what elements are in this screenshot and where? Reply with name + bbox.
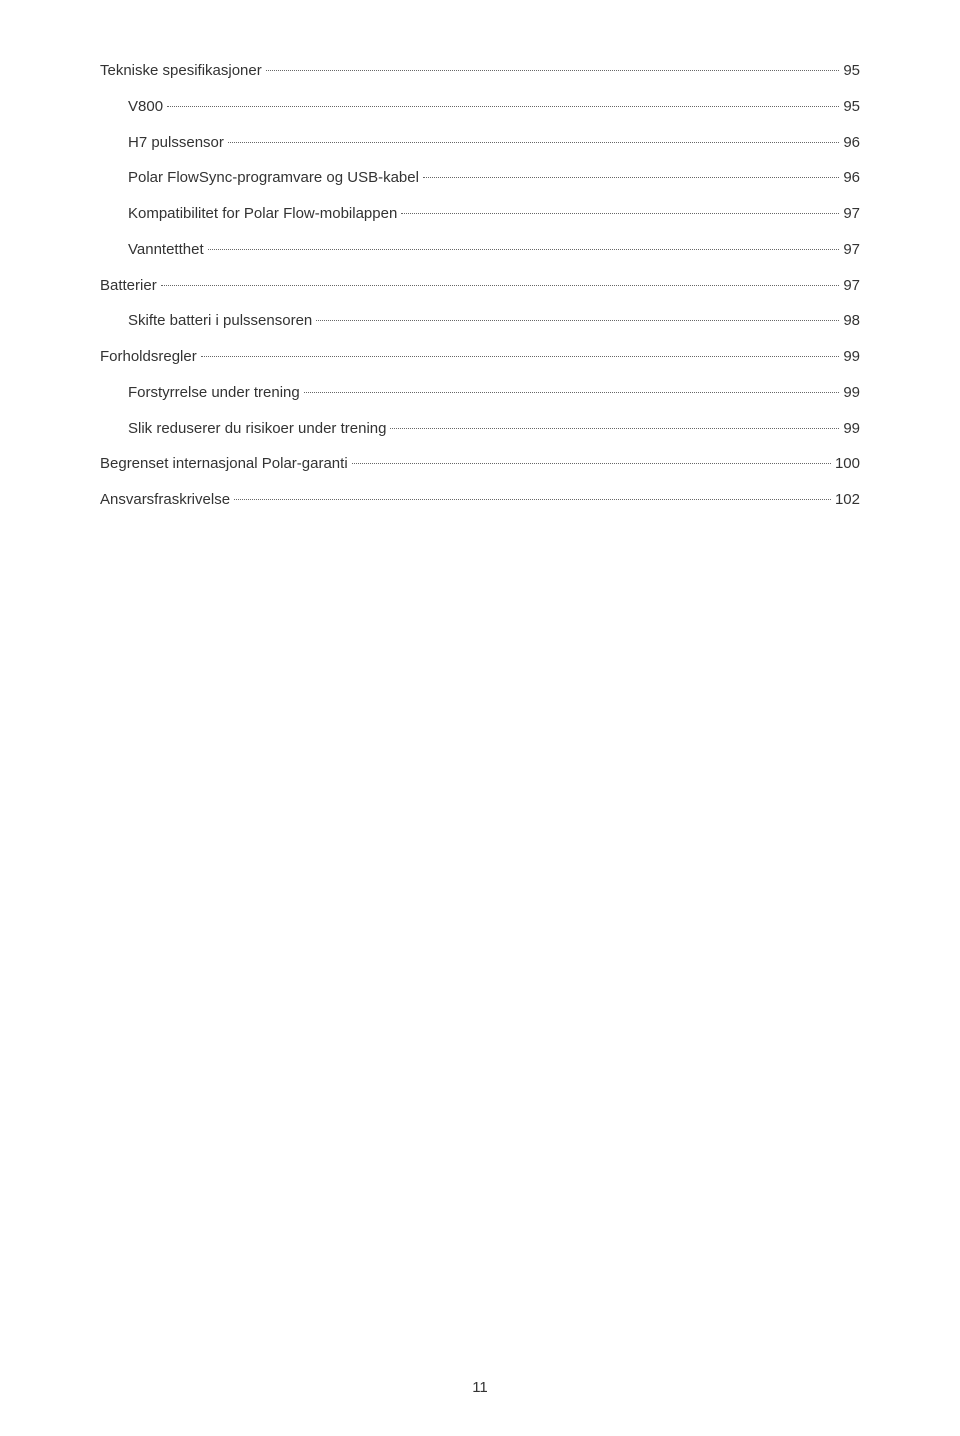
toc-row: Skifte batteri i pulssensoren 98 [100, 310, 860, 332]
page-number: 11 [0, 1379, 960, 1396]
toc-page: 95 [843, 60, 860, 82]
toc-row: Batterier 97 [100, 275, 860, 297]
toc-page: 99 [843, 346, 860, 368]
toc-dots [161, 285, 840, 286]
toc-dots [266, 70, 840, 71]
toc-label: Skifte batteri i pulssensoren [128, 310, 312, 332]
toc-page: 96 [843, 167, 860, 189]
toc-container: Tekniske spesifikasjoner 95 V800 95 H7 pulss… [100, 60, 860, 511]
toc-row: V800 95 [100, 96, 860, 118]
toc-label: H7 pulssensor [128, 132, 224, 154]
toc-label: V800 [128, 96, 163, 118]
toc-row: H7 pulssensor 96 [100, 132, 860, 154]
toc-page: 98 [843, 310, 860, 332]
toc-dots [228, 142, 839, 143]
toc-row: Forstyrrelse under trening 99 [100, 382, 860, 404]
toc-row: Kompatibilitet for Polar Flow-mobilappen… [100, 203, 860, 225]
toc-label: Forstyrrelse under trening [128, 382, 300, 404]
toc-label: Vanntetthet [128, 239, 204, 261]
toc-row: Begrenset internasjonal Polar-garanti 100 [100, 453, 860, 475]
toc-dots [304, 392, 840, 393]
toc-dots [234, 499, 831, 500]
toc-row: Vanntetthet 97 [100, 239, 860, 261]
toc-page: 99 [843, 418, 860, 440]
toc-page: 99 [843, 382, 860, 404]
toc-page: 95 [843, 96, 860, 118]
toc-row: Forholdsregler 99 [100, 346, 860, 368]
toc-label: Batterier [100, 275, 157, 297]
toc-page: 97 [843, 239, 860, 261]
toc-dots [208, 249, 840, 250]
toc-dots [401, 213, 839, 214]
toc-page: 100 [835, 453, 860, 475]
toc-page: 97 [843, 203, 860, 225]
toc-label: Ansvarsfraskrivelse [100, 489, 230, 511]
toc-dots [316, 320, 839, 321]
toc-page: 102 [835, 489, 860, 511]
toc-label: Begrenset internasjonal Polar-garanti [100, 453, 348, 475]
toc-dots [423, 177, 839, 178]
toc-dots [390, 428, 839, 429]
toc-row: Polar FlowSync-programvare og USB-kabel 9… [100, 167, 860, 189]
toc-page: 96 [843, 132, 860, 154]
toc-row: Slik reduserer du risikoer under trening… [100, 418, 860, 440]
toc-label: Kompatibilitet for Polar Flow-mobilappen [128, 203, 397, 225]
toc-dots [352, 463, 831, 464]
toc-label: Polar FlowSync-programvare og USB-kabel [128, 167, 419, 189]
toc-label: Slik reduserer du risikoer under trening [128, 418, 386, 440]
toc-dots [201, 356, 840, 357]
toc-page: 97 [843, 275, 860, 297]
toc-dots [167, 106, 839, 107]
toc-label: Tekniske spesifikasjoner [100, 60, 262, 82]
toc-row: Tekniske spesifikasjoner 95 [100, 60, 860, 82]
toc-row: Ansvarsfraskrivelse 102 [100, 489, 860, 511]
toc-label: Forholdsregler [100, 346, 197, 368]
